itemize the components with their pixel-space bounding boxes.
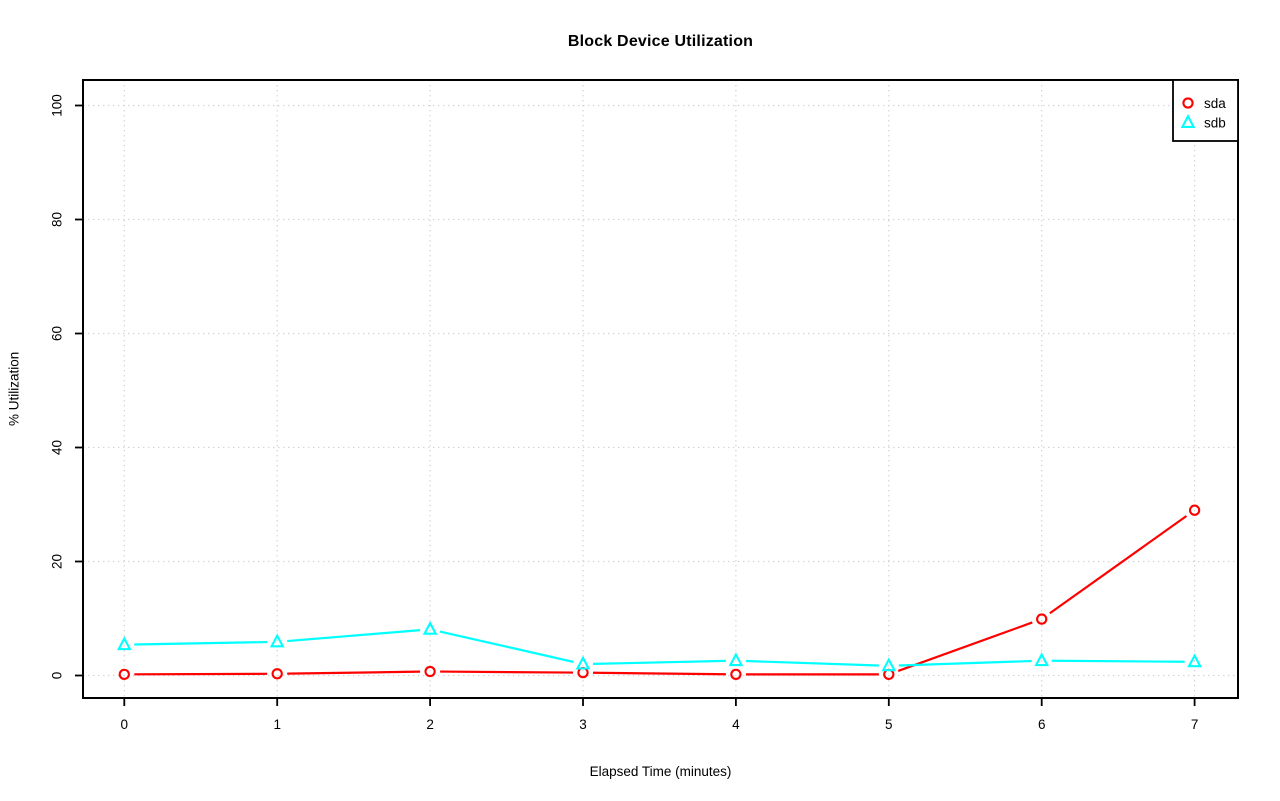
series-sda-marker bbox=[730, 668, 742, 681]
y-tick-label: 100 bbox=[50, 94, 65, 117]
series-sda-line-segment bbox=[592, 671, 726, 676]
series-sdb-line-segment bbox=[439, 630, 574, 663]
series-sda-marker bbox=[1188, 504, 1201, 516]
series-sdb-line-segment bbox=[1051, 659, 1185, 663]
x-tick-label: 1 bbox=[273, 717, 281, 732]
x-tick-label: 3 bbox=[579, 717, 587, 732]
series-sdb-line-segment bbox=[592, 659, 726, 665]
series-sda-line-segment bbox=[440, 670, 574, 674]
y-tick-label: 40 bbox=[50, 440, 65, 455]
legend-box bbox=[1172, 79, 1239, 142]
x-tick-label: 5 bbox=[885, 717, 893, 732]
series-sdb-marker bbox=[422, 620, 438, 635]
series-sdb-marker bbox=[269, 633, 285, 648]
series-sda-marker bbox=[1036, 613, 1048, 625]
x-axis-title: Elapsed Time (minutes) bbox=[589, 764, 732, 779]
x-tick-label: 2 bbox=[426, 717, 434, 732]
series-sda-line-segment bbox=[287, 670, 421, 675]
y-tick-label: 80 bbox=[50, 212, 65, 227]
series-sda-line-segment bbox=[897, 621, 1033, 672]
series-sdb-line-segment bbox=[745, 659, 879, 667]
x-tick-label: 0 bbox=[121, 717, 129, 732]
x-tick-label: 4 bbox=[732, 717, 740, 732]
series-sdb-marker bbox=[881, 657, 897, 672]
series-sdb-line-segment bbox=[287, 629, 421, 643]
series-sdb-marker bbox=[1187, 653, 1202, 668]
series-sdb-marker bbox=[116, 636, 132, 651]
series-sdb-marker bbox=[1034, 652, 1050, 667]
legend-sdb-label: sdb bbox=[1204, 115, 1226, 130]
y-tick-label: 0 bbox=[50, 672, 65, 680]
legend-sda-marker-icon bbox=[1182, 97, 1194, 109]
series-sda-marker bbox=[424, 665, 436, 678]
legend-sda-label: sda bbox=[1204, 96, 1226, 111]
series-sdb-marker bbox=[728, 652, 744, 667]
y-tick-label: 20 bbox=[50, 554, 65, 569]
x-tick-label: 7 bbox=[1191, 717, 1199, 732]
series-sdb-marker bbox=[575, 655, 591, 670]
series-sda-line-segment bbox=[1049, 515, 1188, 615]
chart-title: Block Device Utilization bbox=[567, 33, 754, 50]
series-sda-marker bbox=[271, 668, 283, 680]
series-sdb-line-segment bbox=[898, 659, 1032, 667]
plot-box bbox=[82, 79, 1239, 699]
series-sda-marker bbox=[118, 668, 130, 681]
x-tick-label: 6 bbox=[1038, 717, 1046, 732]
series-sdb-line-segment bbox=[134, 640, 268, 646]
y-tick-label: 60 bbox=[50, 326, 65, 341]
legend-sdb-marker-icon bbox=[1180, 114, 1196, 128]
